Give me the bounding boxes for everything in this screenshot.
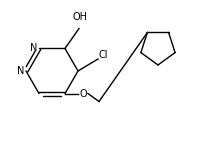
Text: N: N [17, 66, 25, 76]
Text: N: N [30, 44, 38, 54]
Text: O: O [79, 88, 87, 98]
Text: OH: OH [72, 12, 88, 22]
Text: Cl: Cl [98, 50, 108, 60]
